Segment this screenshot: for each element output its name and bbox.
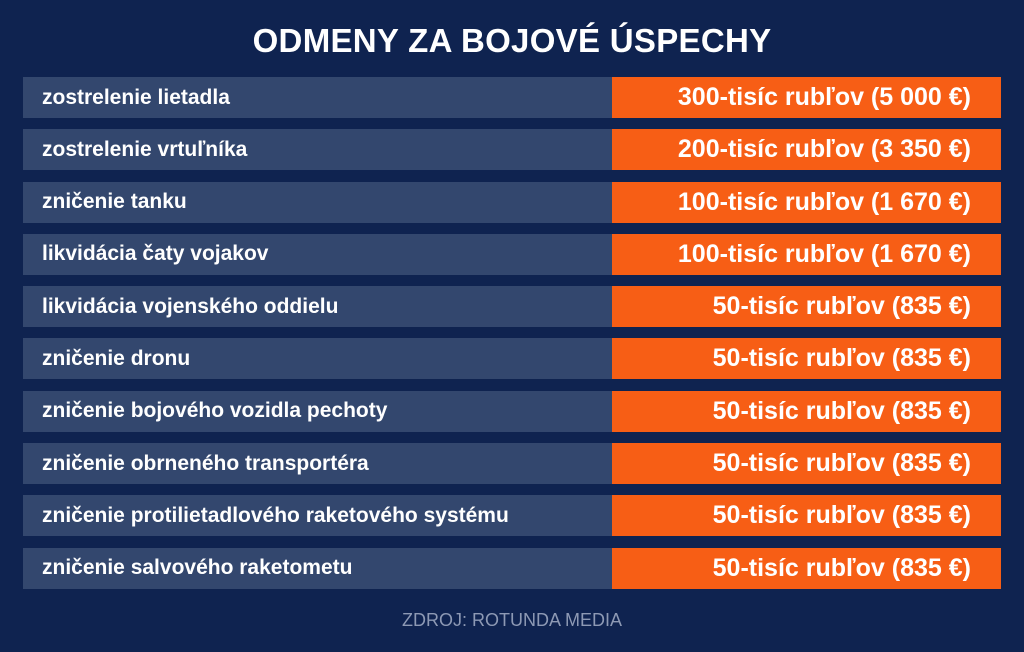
reward-label: zničenie dronu — [23, 338, 612, 380]
reward-value: 200-tisíc rubľov (3 350 €) — [612, 129, 1001, 171]
table-row: likvidácia čaty vojakov 100-tisíc rubľov… — [23, 233, 1001, 275]
reward-value: 50-tisíc rubľov (835 €) — [612, 547, 1001, 589]
reward-label: zničenie salvového raketometu — [23, 547, 612, 589]
reward-label: zničenie protilietadlového raketového sy… — [23, 495, 612, 537]
table-row: zničenie protilietadlového raketového sy… — [23, 495, 1001, 537]
reward-label: likvidácia čaty vojakov — [23, 233, 612, 275]
reward-value: 50-tisíc rubľov (835 €) — [612, 286, 1001, 328]
page-title: ODMENY ZA BOJOVÉ ÚSPECHY — [252, 22, 772, 59]
reward-label: zničenie tanku — [23, 181, 612, 223]
table-row: zničenie obrneného transportéra 50-tisíc… — [23, 443, 1001, 485]
reward-label: zničenie obrneného transportéra — [23, 443, 612, 485]
source-credit: ZDROJ: ROTUNDA MEDIA — [401, 610, 622, 630]
reward-value: 50-tisíc rubľov (835 €) — [612, 338, 1001, 380]
table-row: zničenie salvového raketometu 50-tisíc r… — [23, 547, 1001, 589]
table-row: zostrelenie lietadla 300-tisíc rubľov (5… — [23, 77, 1001, 118]
reward-value: 300-tisíc rubľov (5 000 €) — [612, 77, 1001, 118]
reward-value: 50-tisíc rubľov (835 €) — [612, 390, 1001, 432]
reward-value: 50-tisíc rubľov (835 €) — [612, 495, 1001, 537]
rewards-table: zostrelenie lietadla 300-tisíc rubľov (5… — [23, 77, 1001, 600]
table-row: zničenie dronu 50-tisíc rubľov (835 €) — [23, 338, 1001, 380]
reward-value: 100-tisíc rubľov (1 670 €) — [612, 181, 1001, 223]
reward-label: zostrelenie lietadla — [23, 77, 612, 118]
table-row: zostrelenie vrtuľníka 200-tisíc rubľov (… — [23, 129, 1001, 171]
table-row: likvidácia vojenského oddielu 50-tisíc r… — [23, 286, 1001, 328]
reward-label: likvidácia vojenského oddielu — [23, 286, 612, 328]
reward-label: zostrelenie vrtuľníka — [23, 129, 612, 171]
reward-value: 50-tisíc rubľov (835 €) — [612, 443, 1001, 485]
table-row: zničenie bojového vozidla pechoty 50-tis… — [23, 390, 1001, 432]
reward-value: 100-tisíc rubľov (1 670 €) — [612, 233, 1001, 275]
reward-label: zničenie bojového vozidla pechoty — [23, 390, 612, 432]
table-row: zničenie tanku 100-tisíc rubľov (1 670 €… — [23, 181, 1001, 223]
